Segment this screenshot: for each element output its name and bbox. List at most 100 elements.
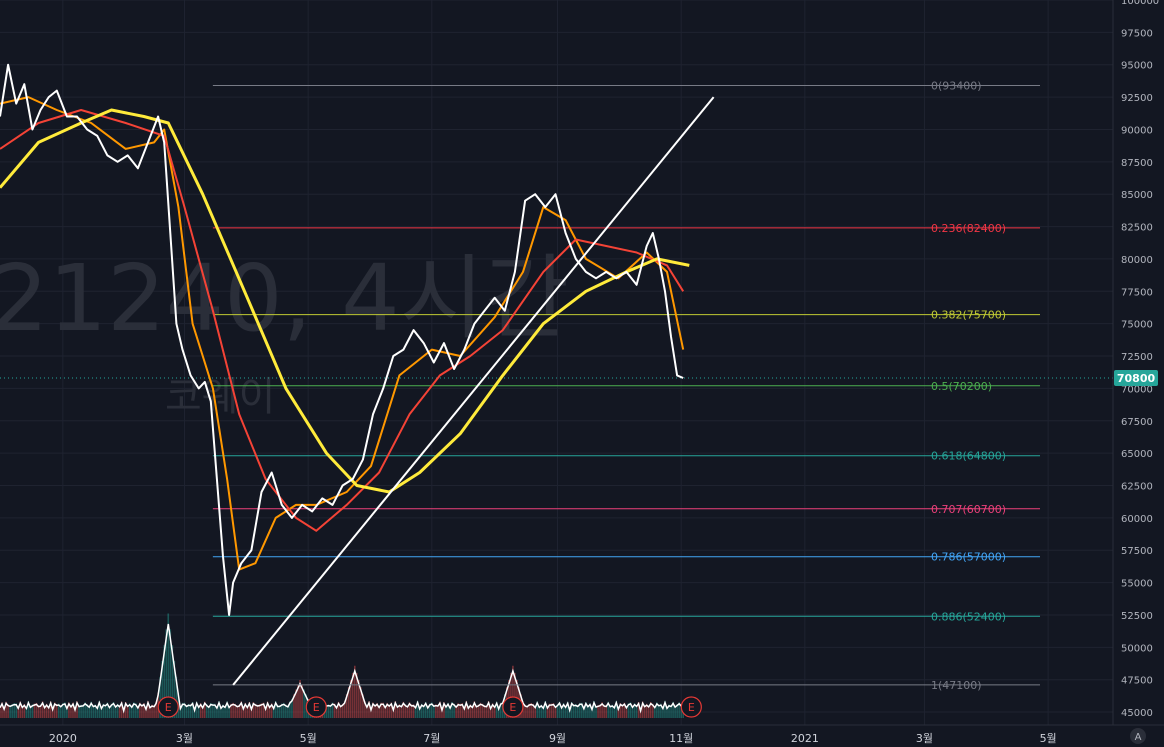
volume-bar xyxy=(420,703,423,718)
y-tick-label: 95000 xyxy=(1121,61,1153,72)
volume-bar xyxy=(55,703,58,718)
volume-bar xyxy=(333,703,336,718)
volume-bar xyxy=(183,702,186,718)
volume-bar xyxy=(497,708,500,718)
volume-bar xyxy=(512,665,514,718)
earnings-marker-label: E xyxy=(509,701,516,714)
trendline[interactable] xyxy=(232,96,715,686)
price-line xyxy=(0,63,684,616)
fibonacci-retracement[interactable]: 0(93400) 0.236(82400) 0.382(75700) 0.5(7020… xyxy=(0,79,1113,692)
volume-bar xyxy=(151,704,153,718)
volume-bar xyxy=(467,707,470,718)
y-tick-label: 55000 xyxy=(1121,579,1153,590)
volume-bar xyxy=(126,705,129,718)
earnings-marker[interactable] xyxy=(157,696,179,718)
volume-bar xyxy=(544,701,547,718)
volume-bar xyxy=(550,703,553,718)
fib-level-label: 0(93400) xyxy=(931,79,982,92)
volume-bar xyxy=(477,704,480,718)
volume-bar xyxy=(260,703,263,718)
volume-bar xyxy=(122,709,125,718)
volume-ma-line xyxy=(0,623,684,714)
volume-bar xyxy=(443,702,445,718)
volume-bar xyxy=(325,704,328,718)
y-tick-label: 45000 xyxy=(1121,708,1153,719)
y-tick-label: 65000 xyxy=(1121,449,1153,460)
y-tick-label: 50000 xyxy=(1121,643,1153,654)
volume-bar xyxy=(599,704,601,718)
volume-bar xyxy=(143,703,145,718)
y-tick-label: 87500 xyxy=(1121,158,1153,169)
volume-bar xyxy=(392,709,395,718)
volume-bar xyxy=(390,702,393,718)
volume-bar xyxy=(35,702,38,718)
volume-bar xyxy=(499,702,502,718)
auto-scale-button[interactable]: A xyxy=(1130,728,1146,744)
trendline-layer[interactable] xyxy=(232,96,715,686)
volume-bar xyxy=(587,705,589,718)
volume-bar xyxy=(250,708,253,718)
volume-bar xyxy=(254,703,257,718)
volume-bar xyxy=(339,705,342,718)
earnings-marker[interactable] xyxy=(502,696,524,718)
auto-scale-button-bg[interactable] xyxy=(1130,728,1146,744)
volume-bar xyxy=(382,702,384,718)
earnings-marker[interactable] xyxy=(305,696,327,718)
volume-bar xyxy=(576,705,579,718)
volume-bar xyxy=(345,694,348,718)
volume-bar xyxy=(98,700,101,718)
volume-bar xyxy=(135,703,137,718)
volume-bar xyxy=(658,704,660,718)
volume-bar xyxy=(70,705,72,718)
y-tick-label: 80000 xyxy=(1121,255,1153,266)
volume-bar xyxy=(404,704,407,718)
volume-bar xyxy=(220,707,222,718)
volume-bar xyxy=(102,703,105,718)
volume-bar xyxy=(301,684,303,718)
volume-bar xyxy=(451,701,453,718)
volume-bar xyxy=(674,705,676,718)
volume-bar xyxy=(621,704,624,718)
y-tick-label: 92500 xyxy=(1121,93,1153,104)
volume-bar xyxy=(224,706,226,718)
earnings-marker[interactable] xyxy=(680,696,702,718)
volume-bar xyxy=(222,704,224,718)
volume-bar xyxy=(491,703,494,718)
x-tick-label: 7월 xyxy=(423,732,440,745)
volume-bar xyxy=(493,706,496,718)
volume-bar xyxy=(112,701,115,718)
volume-bar xyxy=(366,706,368,718)
volume-bar xyxy=(356,672,358,718)
volume-bar xyxy=(437,704,439,718)
price-axis[interactable]: 45000 47500 50000 52500 55000 57500 60000 62500… xyxy=(1121,0,1159,719)
time-axis[interactable]: 2020 3월 5월 7월 9월 11월 2021 3월 5월 xyxy=(49,732,1057,745)
volume-bar xyxy=(68,702,70,718)
volume-bar xyxy=(86,704,88,718)
volume-bar xyxy=(33,703,36,718)
volume-bar xyxy=(374,704,376,718)
volume-bar xyxy=(530,702,532,718)
volume-bar xyxy=(398,704,401,718)
volume-bar xyxy=(396,705,399,718)
volume-bar xyxy=(410,704,413,718)
volume-bar xyxy=(169,629,172,718)
volume-bar xyxy=(372,702,374,718)
volume-bar xyxy=(362,694,364,718)
volume-bar xyxy=(13,703,15,718)
y-tick-label: 90000 xyxy=(1121,125,1153,136)
volume-bar xyxy=(238,704,241,718)
volume-bar xyxy=(248,702,251,718)
price-series xyxy=(0,63,684,616)
volume-bar xyxy=(579,702,581,718)
volume-bar xyxy=(258,704,261,718)
volume-bar xyxy=(5,701,7,718)
volume-bar xyxy=(293,694,295,718)
x-tick-label: 3월 xyxy=(176,732,193,745)
y-tick-label: 97500 xyxy=(1121,28,1153,39)
volume-bar xyxy=(364,701,366,718)
volume-bar xyxy=(41,701,44,718)
volume-bar xyxy=(645,703,648,718)
volume-bar xyxy=(84,702,86,718)
